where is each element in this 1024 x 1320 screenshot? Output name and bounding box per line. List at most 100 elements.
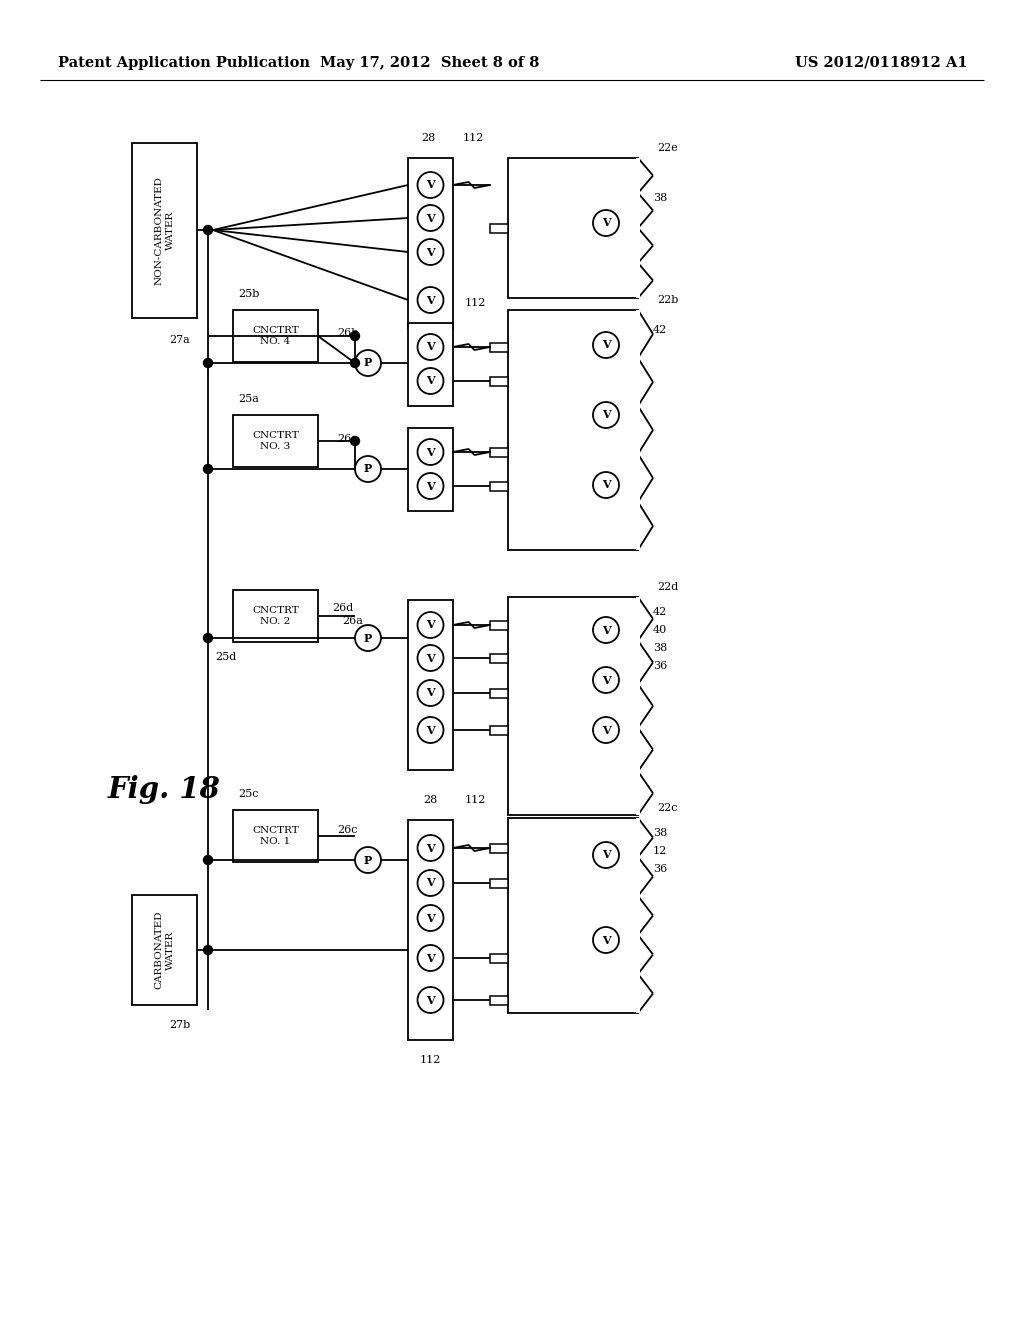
Circle shape [418, 645, 443, 671]
Bar [408, 601, 453, 770]
Bar [233, 414, 318, 467]
Circle shape [593, 667, 618, 693]
Text: CARBONATED
WATER: CARBONATED WATER [155, 911, 174, 989]
Bar [636, 597, 640, 814]
Text: V: V [602, 850, 610, 861]
Bar [233, 810, 318, 862]
Circle shape [418, 906, 443, 931]
Bar [132, 143, 197, 318]
Circle shape [204, 359, 213, 367]
Text: V: V [426, 342, 435, 352]
Text: May 17, 2012  Sheet 8 of 8: May 17, 2012 Sheet 8 of 8 [321, 55, 540, 70]
Circle shape [355, 847, 381, 873]
Text: 112: 112 [464, 795, 485, 805]
Circle shape [418, 680, 443, 706]
Text: CNCTRT
NO. 2: CNCTRT NO. 2 [252, 606, 299, 626]
Circle shape [593, 333, 618, 358]
Bar [490, 342, 508, 351]
Circle shape [418, 870, 443, 896]
Text: V: V [426, 619, 435, 631]
Text: 38: 38 [653, 643, 667, 653]
Text: 42: 42 [653, 325, 667, 335]
Text: 112: 112 [462, 133, 483, 143]
Text: 22e: 22e [657, 143, 678, 153]
Circle shape [418, 440, 443, 465]
Text: 112: 112 [464, 298, 485, 308]
Text: V: V [426, 180, 435, 190]
Text: V: V [426, 842, 435, 854]
Bar [508, 597, 638, 814]
Circle shape [350, 437, 359, 446]
Text: 25d: 25d [215, 652, 237, 663]
Circle shape [593, 403, 618, 428]
Text: 12: 12 [653, 846, 667, 855]
Bar [408, 820, 453, 1040]
Circle shape [418, 286, 443, 313]
Text: P: P [364, 632, 372, 644]
Bar [508, 818, 638, 1012]
Bar [408, 428, 453, 511]
Bar [490, 879, 508, 887]
Text: US 2012/0118912 A1: US 2012/0118912 A1 [796, 55, 968, 70]
Text: 38: 38 [653, 193, 667, 203]
Text: V: V [426, 247, 435, 257]
Text: 22b: 22b [657, 294, 679, 305]
Text: P: P [364, 463, 372, 474]
Text: V: V [426, 652, 435, 664]
Text: V: V [426, 725, 435, 735]
Bar [233, 310, 318, 362]
Circle shape [204, 634, 213, 643]
Text: 42: 42 [653, 607, 667, 616]
Circle shape [355, 455, 381, 482]
Text: V: V [426, 294, 435, 305]
Circle shape [418, 612, 443, 638]
Text: V: V [426, 375, 435, 387]
Circle shape [593, 717, 618, 743]
Bar [490, 376, 508, 385]
Circle shape [355, 624, 381, 651]
Bar [490, 223, 508, 232]
Bar [490, 689, 508, 697]
Bar [490, 482, 508, 491]
Text: 22d: 22d [657, 582, 679, 591]
Circle shape [418, 987, 443, 1012]
Text: 36: 36 [653, 661, 667, 671]
Text: V: V [426, 213, 435, 223]
Text: V: V [426, 878, 435, 888]
Circle shape [593, 842, 618, 869]
Bar [408, 158, 453, 327]
Circle shape [355, 350, 381, 376]
Text: CNCTRT
NO. 3: CNCTRT NO. 3 [252, 432, 299, 450]
Text: V: V [426, 912, 435, 924]
Circle shape [418, 205, 443, 231]
Circle shape [418, 172, 443, 198]
Text: V: V [426, 953, 435, 964]
Text: CNCTRT
NO. 1: CNCTRT NO. 1 [252, 826, 299, 846]
Text: 26b: 26b [337, 327, 358, 338]
Circle shape [418, 836, 443, 861]
Circle shape [204, 465, 213, 474]
Text: V: V [602, 725, 610, 735]
Text: 25c: 25c [238, 789, 258, 799]
Bar [132, 895, 197, 1005]
Text: 112: 112 [420, 1055, 441, 1065]
Circle shape [418, 368, 443, 393]
Text: 26a: 26a [343, 616, 364, 626]
Text: V: V [602, 624, 610, 635]
Text: 27a: 27a [169, 335, 189, 345]
Text: 38: 38 [653, 828, 667, 838]
Text: V: V [426, 688, 435, 698]
Text: CNCTRT
NO. 4: CNCTRT NO. 4 [252, 326, 299, 346]
Text: NON-CARBONATED
WATER: NON-CARBONATED WATER [155, 176, 174, 285]
Circle shape [204, 226, 213, 235]
Text: V: V [426, 446, 435, 458]
Text: 36: 36 [653, 865, 667, 874]
Circle shape [418, 717, 443, 743]
Text: 40: 40 [653, 624, 667, 635]
Text: V: V [426, 994, 435, 1006]
Text: V: V [426, 480, 435, 491]
Circle shape [350, 331, 359, 341]
Text: P: P [364, 854, 372, 866]
Bar [508, 310, 638, 550]
Circle shape [418, 239, 443, 265]
